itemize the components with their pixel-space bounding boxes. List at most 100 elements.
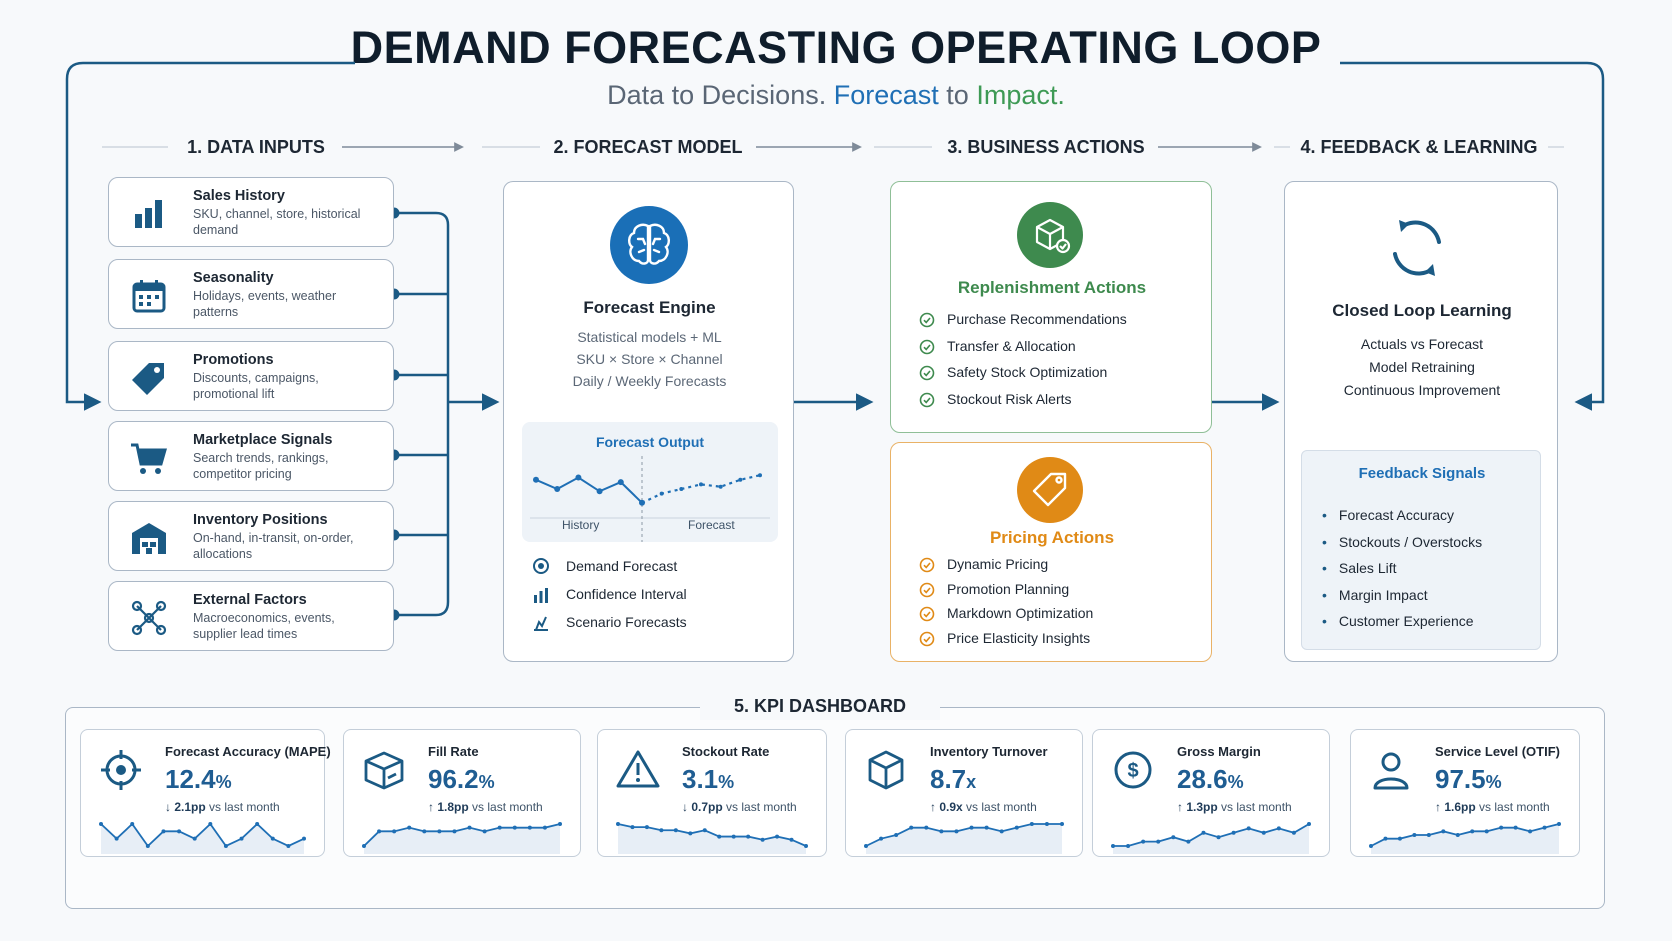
kpi-value-number: 12.4 — [165, 764, 216, 794]
sparkline-point — [99, 822, 103, 826]
sparkline-point — [467, 825, 472, 830]
kpi-value-number: 96.2 — [428, 764, 479, 794]
sparkline-line — [617, 823, 807, 847]
kpi-delta-value: 0.9x — [939, 800, 963, 814]
sparkline-point — [392, 829, 397, 834]
sparkline-point — [1186, 839, 1191, 844]
forecast-model-card: Forecast Engine Statistical models + ML … — [503, 181, 794, 662]
input-title: External Factors — [193, 592, 307, 608]
feedback-card: Closed Loop Learning Actuals vs Forecast… — [1284, 181, 1558, 662]
kpi-value-unit: % — [478, 772, 495, 792]
forecast-point — [679, 487, 684, 491]
history-point — [533, 476, 539, 483]
sparkline-point — [223, 844, 228, 848]
kpi-delta-caption: vs last month — [726, 800, 797, 814]
input-title: Marketplace Signals — [193, 432, 333, 448]
sparkline-point — [1307, 822, 1311, 826]
replenishment-action-label: Safety Stock Optimization — [947, 364, 1108, 380]
replenishment-card: Replenishment Actions Purchase Recommend… — [890, 181, 1212, 433]
feedback-title: Closed Loop Learning — [1332, 301, 1512, 320]
kpi-label: Service Level (OTIF) — [1435, 744, 1560, 759]
kpi-delta-caption: vs last month — [1479, 800, 1550, 814]
crosshair-icon — [101, 750, 141, 790]
sparkline-point — [482, 829, 487, 834]
sparkline-point — [746, 834, 751, 839]
check-circle-icon — [919, 606, 935, 622]
sparkline-point — [1231, 830, 1236, 835]
input-desc: SKU, channel, store, historical demand — [193, 207, 361, 237]
forecast-point — [659, 491, 664, 496]
sparkline-point — [1261, 830, 1266, 835]
sparkline-point — [422, 829, 427, 834]
feedback-signal-label: Forecast Accuracy — [1338, 507, 1455, 523]
sparkline-line — [865, 823, 1062, 847]
warehouse-icon — [132, 523, 166, 554]
forecast-series-line — [641, 474, 761, 504]
bullet-icon: • — [1322, 560, 1327, 576]
kpi-delta: ↑ 1.3pp vs last month — [1177, 800, 1292, 814]
kpi-sparkline — [99, 822, 306, 854]
kpi-sparkline — [616, 822, 808, 854]
input-card-sales-history: Sales History SKU, channel, store, histo… — [108, 177, 394, 247]
arrow-up-icon: ↑ — [930, 800, 936, 814]
sparkline-point — [302, 836, 306, 841]
sparkline-area — [618, 824, 806, 854]
sparkline-point — [377, 829, 382, 834]
kpi-card: $ Gross Margin 28.6% ↑ 1.3pp vs last month — [1092, 729, 1330, 857]
page-subtitle: Data to Decisions. Forecast to Impact. — [0, 80, 1672, 111]
input-card-seasonality: Seasonality Holidays, events, weather pa… — [108, 259, 394, 329]
sparkline-area — [364, 824, 560, 854]
sparkline-point — [192, 836, 197, 841]
sparkline-point — [1455, 833, 1460, 837]
kpi-value-unit: % — [718, 772, 735, 792]
price-tag-icon — [1017, 457, 1083, 523]
sparkline-point — [1528, 829, 1533, 834]
feedback-signals-title: Feedback Signals — [1358, 465, 1486, 482]
sparkline-point — [542, 825, 547, 830]
sparkline-point — [644, 825, 649, 830]
arrow-up-icon: ↑ — [428, 800, 434, 814]
feedback-signal-label: Margin Impact — [1338, 586, 1428, 603]
kpi-delta-value: 1.6pp — [1444, 800, 1476, 814]
bullet-icon: • — [1322, 507, 1327, 523]
arrow-up-icon: ↑ — [1177, 800, 1183, 814]
feedback-signal-item: • Margin Impact — [1322, 587, 1428, 603]
sparkline-point — [999, 829, 1004, 834]
sparkline-point — [527, 825, 532, 830]
kpi-value: 96.2% — [428, 764, 495, 795]
input-card-inventory-positions: Inventory Positions On-hand, in-transit,… — [108, 501, 394, 571]
input-card-external-factors: External Factors Macroeconomics, events,… — [108, 581, 394, 651]
input-title: Sales History — [193, 188, 285, 204]
sparkline-area — [866, 824, 1062, 854]
model-item: Confidence Interval — [566, 586, 687, 602]
kpi-delta-caption: vs last month — [966, 800, 1037, 814]
sparkline-area — [1371, 824, 1559, 854]
pricing-card: Pricing Actions Dynamic Pricing Promotion… — [890, 442, 1212, 662]
kpi-delta-caption: vs last month — [472, 800, 543, 814]
feedback-signal-item: • Forecast Accuracy — [1322, 507, 1454, 523]
forecast-point — [758, 473, 762, 478]
check-circle-icon — [919, 392, 935, 407]
column-header-data-inputs: 1. DATA INPUTS — [187, 137, 325, 157]
kpi-dashboard-title: 5. KPI DASHBOARD — [700, 694, 940, 720]
svg-text:$: $ — [1127, 760, 1138, 782]
warning-icon — [616, 750, 660, 788]
subtitle-part-2: Forecast — [833, 80, 939, 110]
input-card-promotions: Promotions Discounts, campaigns, promoti… — [108, 341, 394, 411]
sparkline-point — [437, 829, 442, 834]
sparkline-point — [1246, 826, 1251, 831]
forecast-point — [718, 484, 723, 489]
sparkline-point — [407, 825, 412, 830]
check-circle-icon — [919, 631, 935, 646]
sparkline-line — [1370, 823, 1560, 847]
kpi-delta: ↑ 1.8pp vs last month — [428, 800, 543, 814]
sparkline-line — [1113, 823, 1310, 847]
sparkline-point — [1044, 822, 1049, 826]
feedback-signal-label: Customer Experience — [1338, 613, 1474, 629]
sparkline-point — [1014, 825, 1019, 830]
column-header-feedback-learning: 4. FEEDBACK & LEARNING — [1300, 137, 1538, 157]
sparkline-point — [969, 825, 974, 830]
feedback-signals-panel: Feedback Signals • Forecast Accuracy • Stoc… — [1301, 450, 1541, 650]
arrow-up-icon: ↑ — [1435, 800, 1441, 814]
replenishment-title: Replenishment Actions — [957, 278, 1147, 297]
